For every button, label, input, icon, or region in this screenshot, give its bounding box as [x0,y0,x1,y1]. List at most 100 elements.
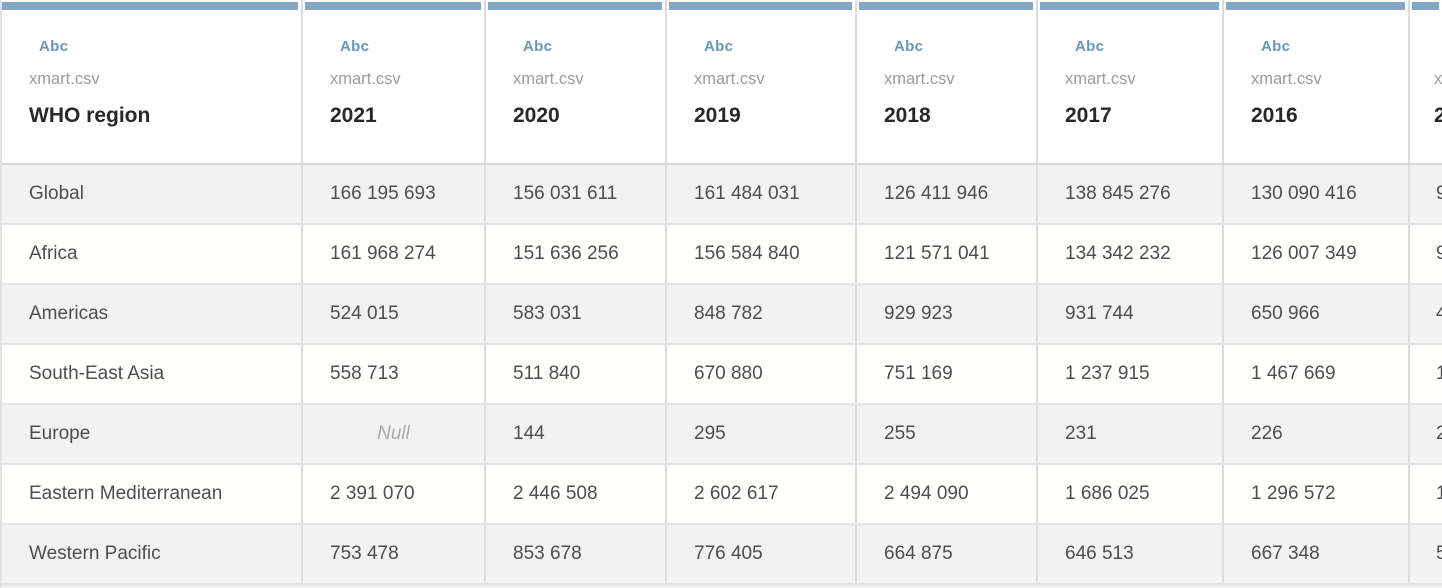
data-cell[interactable]: 1 237 915 [1038,345,1224,403]
data-cell[interactable]: 524 015 [303,285,486,343]
table-header-row: Abc xmart.csv WHO region Abc xmart.csv 2021 Ab… [2,0,1442,165]
data-cell[interactable]: 156 031 611 [486,165,667,223]
data-type-abc-icon[interactable]: Abc [1261,38,1291,55]
data-cell[interactable]: 2 494 090 [857,465,1038,523]
data-cell[interactable]: 931 744 [1038,285,1224,343]
column-accent-bar [669,2,852,10]
data-cell[interactable]: 2 602 617 [667,465,857,523]
data-cell[interactable]: 583 031 [486,285,667,343]
column-header-who-region[interactable]: Abc xmart.csv WHO region [2,0,303,163]
data-cell[interactable]: 121 571 041 [857,225,1038,283]
data-cell[interactable]: 2 391 070 [303,465,486,523]
data-cell[interactable]: 295 [667,405,857,463]
data-cell[interactable]: 134 342 232 [1038,225,1224,283]
column-source-label: x [1434,70,1442,88]
data-type-abc-icon[interactable]: Abc [704,38,734,55]
row-label-cell[interactable]: Africa [2,225,303,283]
data-cell[interactable]: 650 966 [1224,285,1410,343]
data-type-abc-icon[interactable]: Abc [523,38,553,55]
column-name-label: 2016 [1251,104,1298,127]
row-label-cell[interactable]: Eastern Mediterranean [2,465,303,523]
column-accent-bar [305,2,481,10]
data-cell-partial[interactable]: 5 [1410,525,1442,583]
table-body: Global 166 195 693 156 031 611 161 484 031 1… [2,165,1442,585]
data-cell[interactable]: 558 713 [303,345,486,403]
row-label-cell[interactable]: Americas [2,285,303,343]
data-type-abc-icon[interactable]: Abc [39,38,69,55]
row-label-cell[interactable]: Europe [2,405,303,463]
data-type-abc-icon[interactable]: Abc [1075,38,1105,55]
row-label-cell[interactable]: South-East Asia [2,345,303,403]
column-source-label: xmart.csv [694,70,765,88]
column-header-2017[interactable]: Abc xmart.csv 2017 [1038,0,1224,163]
table-row: Global 166 195 693 156 031 611 161 484 031 1… [2,165,1442,225]
row-label-cell[interactable]: Western Pacific [2,525,303,583]
data-cell[interactable]: 670 880 [667,345,857,403]
column-source-label: xmart.csv [29,70,100,88]
column-source-label: xmart.csv [1065,70,1136,88]
column-name-label: 2020 [513,104,560,127]
data-cell[interactable]: 144 [486,405,667,463]
data-cell[interactable]: 226 [1224,405,1410,463]
column-header-partial[interactable]: x2 [1410,0,1442,163]
column-name-label: 2021 [330,104,377,127]
data-cell[interactable]: 2 446 508 [486,465,667,523]
data-cell-partial[interactable]: 1 [1410,465,1442,523]
column-source-label: xmart.csv [884,70,955,88]
table-row: Americas 524 015 583 031 848 782 929 923 931 … [2,285,1442,345]
data-cell[interactable]: 929 923 [857,285,1038,343]
bottom-strip [2,585,1442,588]
data-cell[interactable]: 161 484 031 [667,165,857,223]
data-cell[interactable]: 126 411 946 [857,165,1038,223]
data-cell[interactable]: 776 405 [667,525,857,583]
column-accent-bar [859,2,1033,10]
data-cell[interactable]: 753 478 [303,525,486,583]
data-cell[interactable]: 138 845 276 [1038,165,1224,223]
data-type-abc-icon[interactable]: Abc [340,38,370,55]
column-accent-bar [1226,2,1405,10]
table-row: South-East Asia 558 713 511 840 670 880 751 … [2,345,1442,405]
data-cell[interactable]: 166 195 693 [303,165,486,223]
column-name-label: 2017 [1065,104,1112,127]
data-cell-partial[interactable]: 9 [1410,165,1442,223]
column-header-2019[interactable]: Abc xmart.csv 2019 [667,0,857,163]
column-header-2021[interactable]: Abc xmart.csv 2021 [303,0,486,163]
data-cell[interactable]: 1 296 572 [1224,465,1410,523]
null-cell[interactable]: Null [303,405,486,463]
data-type-abc-icon[interactable]: Abc [894,38,924,55]
data-cell[interactable]: 646 513 [1038,525,1224,583]
column-accent-bar [1040,2,1219,10]
column-name-label: WHO region [29,104,151,127]
data-cell[interactable]: 511 840 [486,345,667,403]
column-name-label: 2 [1434,105,1442,127]
column-name-label: 2018 [884,104,931,127]
data-cell-partial[interactable]: 9 [1410,225,1442,283]
data-cell[interactable]: 156 584 840 [667,225,857,283]
data-cell[interactable]: 130 090 416 [1224,165,1410,223]
column-header-2020[interactable]: Abc xmart.csv 2020 [486,0,667,163]
column-header-2018[interactable]: Abc xmart.csv 2018 [857,0,1038,163]
data-cell[interactable]: 231 [1038,405,1224,463]
table-row: EuropeNull1442952552312262 [2,405,1442,465]
column-source-label: xmart.csv [513,70,584,88]
data-cell[interactable]: 161 968 274 [303,225,486,283]
data-cell[interactable]: 151 636 256 [486,225,667,283]
data-cell[interactable]: 664 875 [857,525,1038,583]
data-cell-partial[interactable]: 2 [1410,405,1442,463]
data-cell-partial[interactable]: 4 [1410,285,1442,343]
data-cell[interactable]: 751 169 [857,345,1038,403]
data-cell[interactable]: 1 686 025 [1038,465,1224,523]
column-accent-bar [2,2,298,10]
data-cell[interactable]: 255 [857,405,1038,463]
column-accent-bar [1412,2,1439,10]
data-cell[interactable]: 1 467 669 [1224,345,1410,403]
column-accent-bar [488,2,662,10]
data-cell-partial[interactable]: 1 [1410,345,1442,403]
table-row: Western Pacific 753 478 853 678 776 405 664 … [2,525,1442,585]
row-label-cell[interactable]: Global [2,165,303,223]
data-cell[interactable]: 667 348 [1224,525,1410,583]
data-cell[interactable]: 853 678 [486,525,667,583]
data-cell[interactable]: 126 007 349 [1224,225,1410,283]
data-cell[interactable]: 848 782 [667,285,857,343]
column-header-2016[interactable]: Abc xmart.csv 2016 [1224,0,1410,163]
